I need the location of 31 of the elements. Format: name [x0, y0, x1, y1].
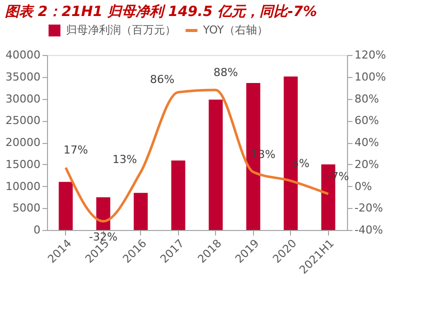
y2-tick-label: 60% — [354, 114, 379, 128]
y2-tick-label: 0% — [354, 180, 372, 193]
y-tick-label: 35000 — [6, 70, 40, 84]
legend-label: YOY（右轴） — [202, 24, 268, 36]
y-tick-label: 0 — [34, 224, 40, 236]
y2-tick-label: 20% — [354, 158, 379, 171]
bar — [58, 182, 73, 230]
legend-label: 归母净利润（百万元） — [66, 24, 176, 36]
chart-title: 图表 2：21H1 归母净利 149.5 亿元，同比-7% — [5, 4, 318, 20]
line-series — [64, 88, 330, 222]
y2-tick-label: -20% — [354, 202, 383, 215]
y2-tick-label: -40% — [354, 224, 383, 236]
y2-tick-label: 100% — [354, 70, 386, 84]
bar — [134, 192, 148, 230]
data-label: 88% — [214, 66, 238, 79]
bar — [208, 100, 223, 230]
data-label: 13% — [112, 153, 137, 166]
data-label: 86% — [150, 73, 174, 86]
y-tick-label: 10000 — [6, 180, 40, 193]
y2-tick-label: 120% — [354, 48, 386, 62]
data-label: 17% — [64, 144, 88, 157]
bar — [171, 160, 186, 230]
y-tick-label: 20000 — [6, 136, 40, 149]
y-tick-label: 30000 — [6, 92, 40, 106]
y-tick-label: 25000 — [6, 114, 40, 128]
y-tick-label: 5000 — [12, 202, 40, 215]
bar — [96, 197, 110, 230]
y2-tick-label: 80% — [354, 92, 379, 106]
y-tick-label: 40000 — [6, 48, 40, 62]
y2-tick-label: 40% — [354, 136, 379, 149]
y-tick-label: 15000 — [6, 158, 40, 171]
